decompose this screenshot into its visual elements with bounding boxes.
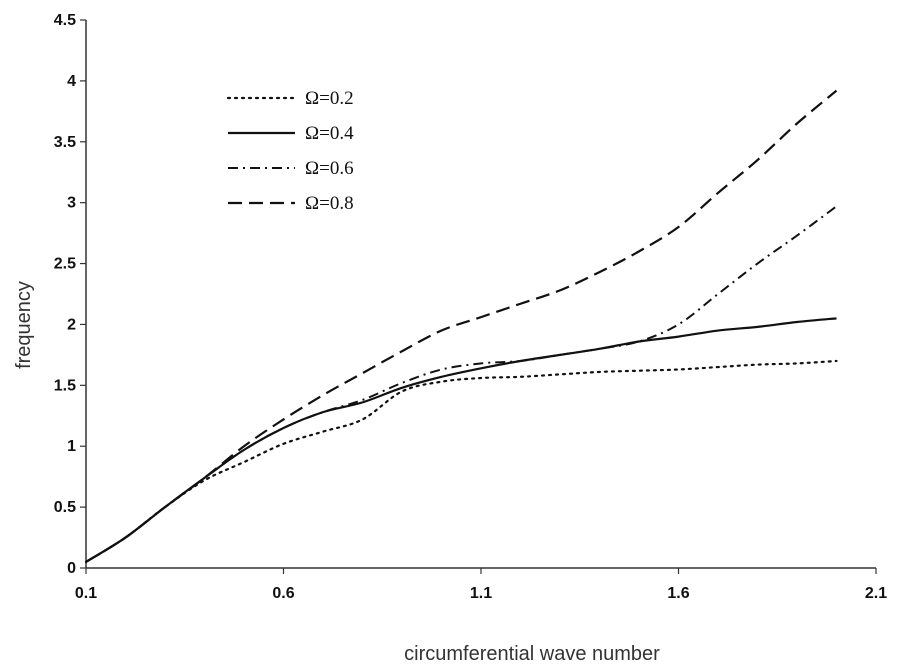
y-tick-label: 3.5 — [54, 134, 76, 151]
legend: Ω=0.2 Ω=0.4 Ω=0.6 Ω=0.8 — [226, 88, 354, 214]
series-line-2 — [85, 317, 837, 563]
x-tick-label: 1.1 — [470, 585, 492, 602]
legend-label-2: Ω=0.4 — [305, 123, 354, 144]
legend-label-1: Ω=0.2 — [305, 88, 354, 109]
y-tick-label: 3 — [67, 195, 76, 212]
y-tick-label: 2 — [67, 316, 76, 333]
x-tick-label: 2.1 — [865, 585, 887, 602]
x-tick-label: 0.1 — [75, 585, 97, 602]
legend-label-4: Ω=0.8 — [305, 193, 354, 214]
x-tick-label: 0.6 — [272, 585, 294, 602]
legend-label-3: Ω=0.6 — [305, 158, 354, 179]
x-tick-label: 1.6 — [667, 585, 689, 602]
series-line-1 — [84, 359, 838, 564]
series-line-4 — [85, 89, 838, 563]
y-tick-label: 0 — [67, 560, 76, 577]
y-tick-label: 4 — [67, 73, 76, 90]
y-tick-label: 1 — [67, 438, 76, 455]
y-tick-label: 4.5 — [54, 12, 76, 29]
axes: 0 0.5 1 1.5 2 2.5 3 3.5 4 4.5 0.1 0.6 1.1 1.6 2.1 — [54, 12, 887, 602]
x-axis-label: circumferential wave number — [404, 643, 660, 665]
series-line-3 — [85, 205, 838, 563]
y-tick-label: 1.5 — [54, 377, 76, 394]
y-axis-label: frequency — [13, 281, 35, 369]
y-tick-label: 2.5 — [54, 256, 76, 273]
y-tick-label: 0.5 — [54, 499, 76, 516]
series-lines — [84, 89, 838, 564]
